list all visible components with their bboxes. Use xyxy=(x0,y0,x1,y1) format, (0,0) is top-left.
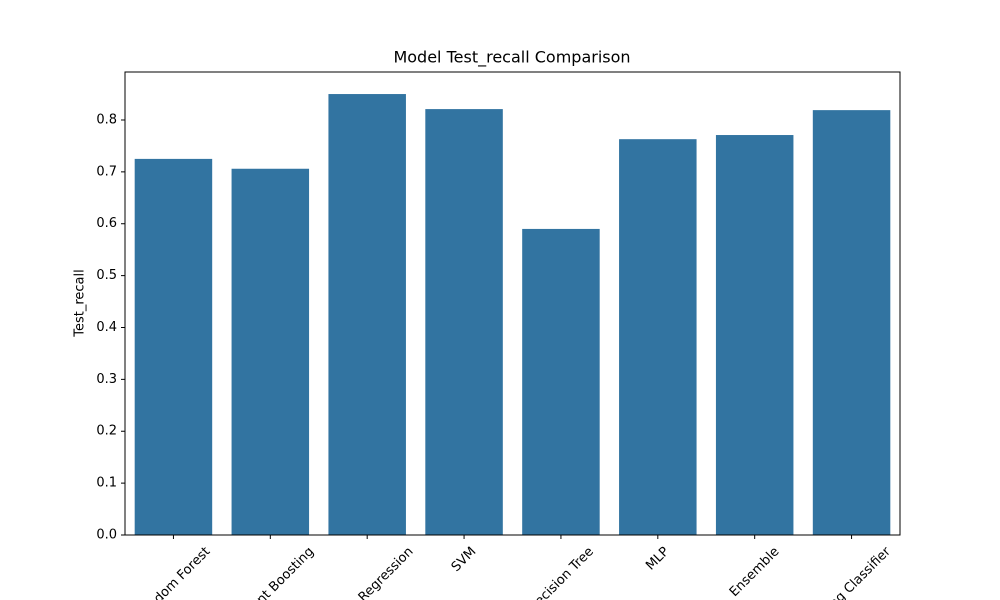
y-tick-label: 0.2 xyxy=(96,424,117,439)
x-tick-label: Ensemble xyxy=(727,544,783,600)
y-tick-label: 0.5 xyxy=(96,268,117,283)
x-tick-label: SVM xyxy=(449,544,480,575)
y-tick-label: 0.8 xyxy=(96,112,117,127)
bar xyxy=(522,228,600,535)
y-tick-label: 0.1 xyxy=(96,476,117,491)
y-tick-label: 0.6 xyxy=(96,216,117,231)
y-tick-label: 0.0 xyxy=(96,528,117,543)
bar xyxy=(425,109,503,536)
chart-title: Model Test_recall Comparison xyxy=(393,48,630,68)
x-tick-label: MLP xyxy=(643,544,672,573)
bar xyxy=(812,110,891,536)
plot-frame xyxy=(124,71,901,536)
bar xyxy=(715,135,794,535)
x-tick-label: Random Forest xyxy=(134,544,214,600)
x-tick-label: Voting Classifier xyxy=(809,544,894,600)
y-axis-label: Test_recall xyxy=(73,269,88,338)
bar xyxy=(134,158,213,535)
bar xyxy=(328,94,406,536)
y-tick-label: 0.7 xyxy=(96,164,117,179)
y-tick-label: 0.4 xyxy=(96,320,117,335)
bar xyxy=(619,139,697,535)
x-tick-label: Logistic Regression xyxy=(318,544,417,600)
x-tick-label: Gradient Boosting xyxy=(223,544,317,600)
y-tick-label: 0.3 xyxy=(96,372,117,387)
x-tick-label: Decision Tree xyxy=(525,544,597,600)
bar xyxy=(231,168,310,536)
